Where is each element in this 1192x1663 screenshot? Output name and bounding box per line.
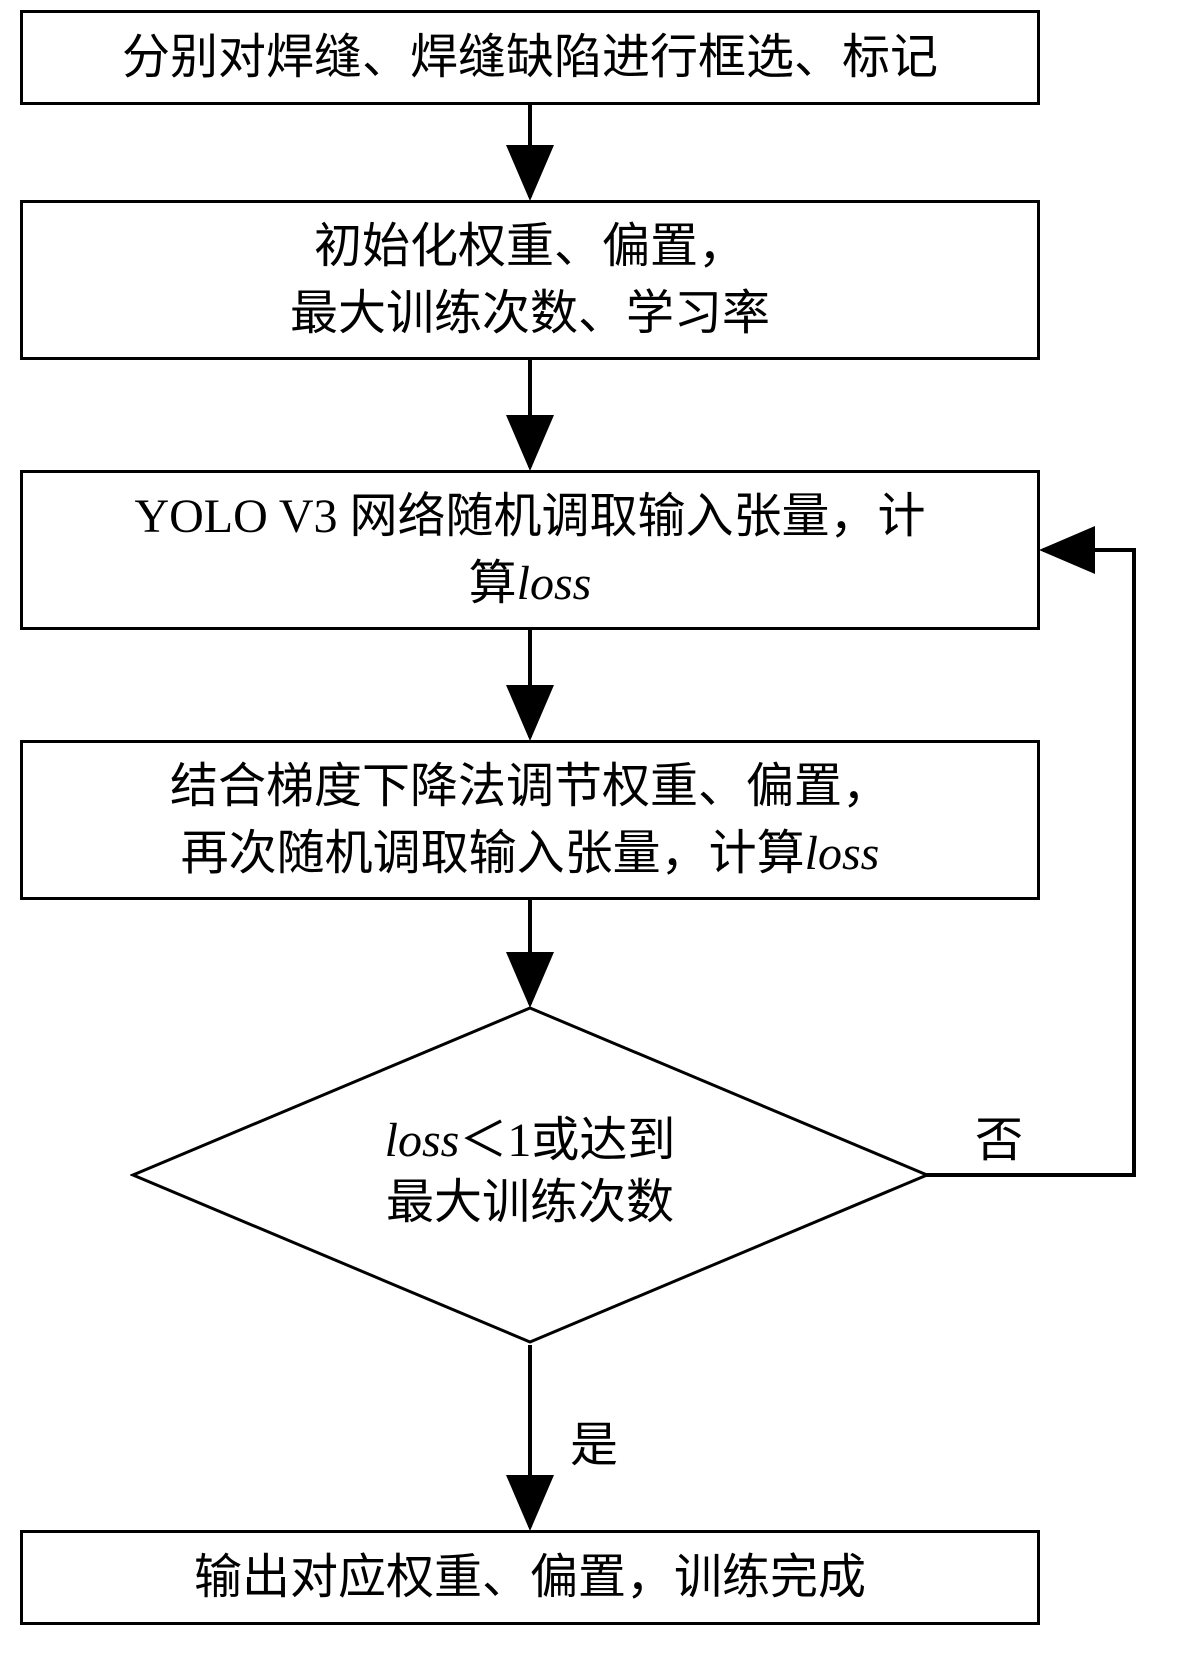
node-output-complete: 输出对应权重、偏置，训练完成 — [20, 1530, 1040, 1625]
node-label-text: 分别对焊缝、焊缝缺陷进行框选、标记 — [122, 24, 938, 91]
node-decision-loss: loss＜1或达到 最大训练次数 — [130, 1005, 930, 1345]
node-gradient-text: 结合梯度下降法调节权重、偏置， 再次随机调取输入张量，计算loss — [170, 753, 890, 887]
node-gradient-descent: 结合梯度下降法调节权重、偏置， 再次随机调取输入张量，计算loss — [20, 740, 1040, 900]
label-no: 否 — [975, 1100, 1023, 1170]
decision-text: loss＜1或达到 最大训练次数 — [130, 1110, 930, 1235]
node-yolo-loss: YOLO V3 网络随机调取输入张量，计 算loss — [20, 470, 1040, 630]
node-yolo-text: YOLO V3 网络随机调取输入张量，计 算loss — [134, 483, 925, 617]
node-output-text: 输出对应权重、偏置，训练完成 — [194, 1544, 866, 1611]
node-init-params: 初始化权重、偏置， 最大训练次数、学习率 — [20, 200, 1040, 360]
node-label-weld: 分别对焊缝、焊缝缺陷进行框选、标记 — [20, 10, 1040, 105]
training-flowchart: 分别对焊缝、焊缝缺陷进行框选、标记 初始化权重、偏置， 最大训练次数、学习率 Y… — [0, 0, 1192, 1663]
label-yes: 是 — [570, 1405, 618, 1475]
node-init-text: 初始化权重、偏置， 最大训练次数、学习率 — [290, 213, 770, 347]
